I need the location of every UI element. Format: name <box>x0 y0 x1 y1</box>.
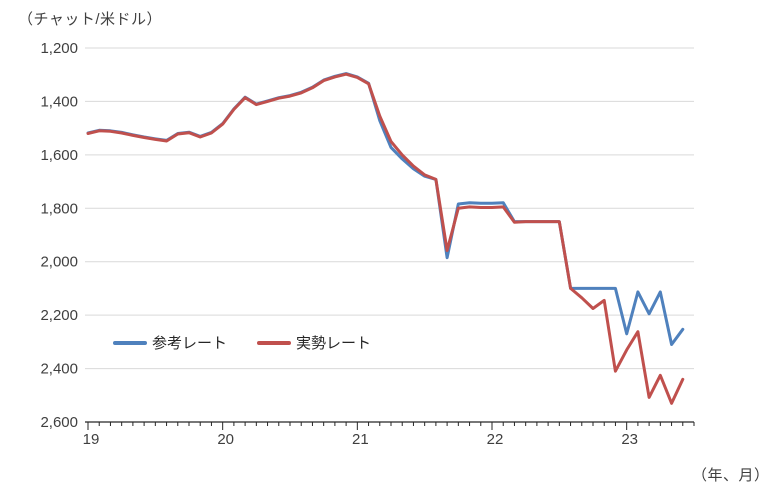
legend-item-reference-rate: 参考レート <box>113 332 227 353</box>
market-rate-line <box>86 72 685 405</box>
legend-item-market-rate: 実勢レート <box>257 332 371 353</box>
y-axis-unit-label: （チャット/米ドル） <box>18 11 163 28</box>
y-tick-label-2,000: 2,000 <box>40 254 78 271</box>
y-tick-label-1,200: 1,200 <box>40 40 78 57</box>
reference-rate-legend-label: 参考レート <box>152 335 228 352</box>
reference-rate-line <box>86 72 685 346</box>
x-year-label-23: 23 <box>621 431 638 448</box>
x-year-label-22: 22 <box>487 431 504 448</box>
y-tick-label-1,400: 1,400 <box>40 93 78 110</box>
x-axis-unit-label: （年、月） <box>692 467 770 484</box>
x-year-label-21: 21 <box>352 431 369 448</box>
y-tick-label-2,200: 2,200 <box>40 307 78 324</box>
legend: 参考レート 実勢レート <box>113 332 371 353</box>
market-rate-legend-label: 実勢レート <box>296 335 372 352</box>
y-tick-label-1,800: 1,800 <box>40 200 78 217</box>
y-tick-label-2,600: 2,600 <box>40 414 78 431</box>
reference-rate-line-swatch <box>113 340 147 345</box>
x-year-label-20: 20 <box>217 431 234 448</box>
y-tick-label-1,600: 1,600 <box>40 147 78 164</box>
y-tick-label-2,400: 2,400 <box>40 361 78 378</box>
market-rate-line-swatch <box>257 340 292 345</box>
x-year-label-19: 19 <box>83 431 100 448</box>
